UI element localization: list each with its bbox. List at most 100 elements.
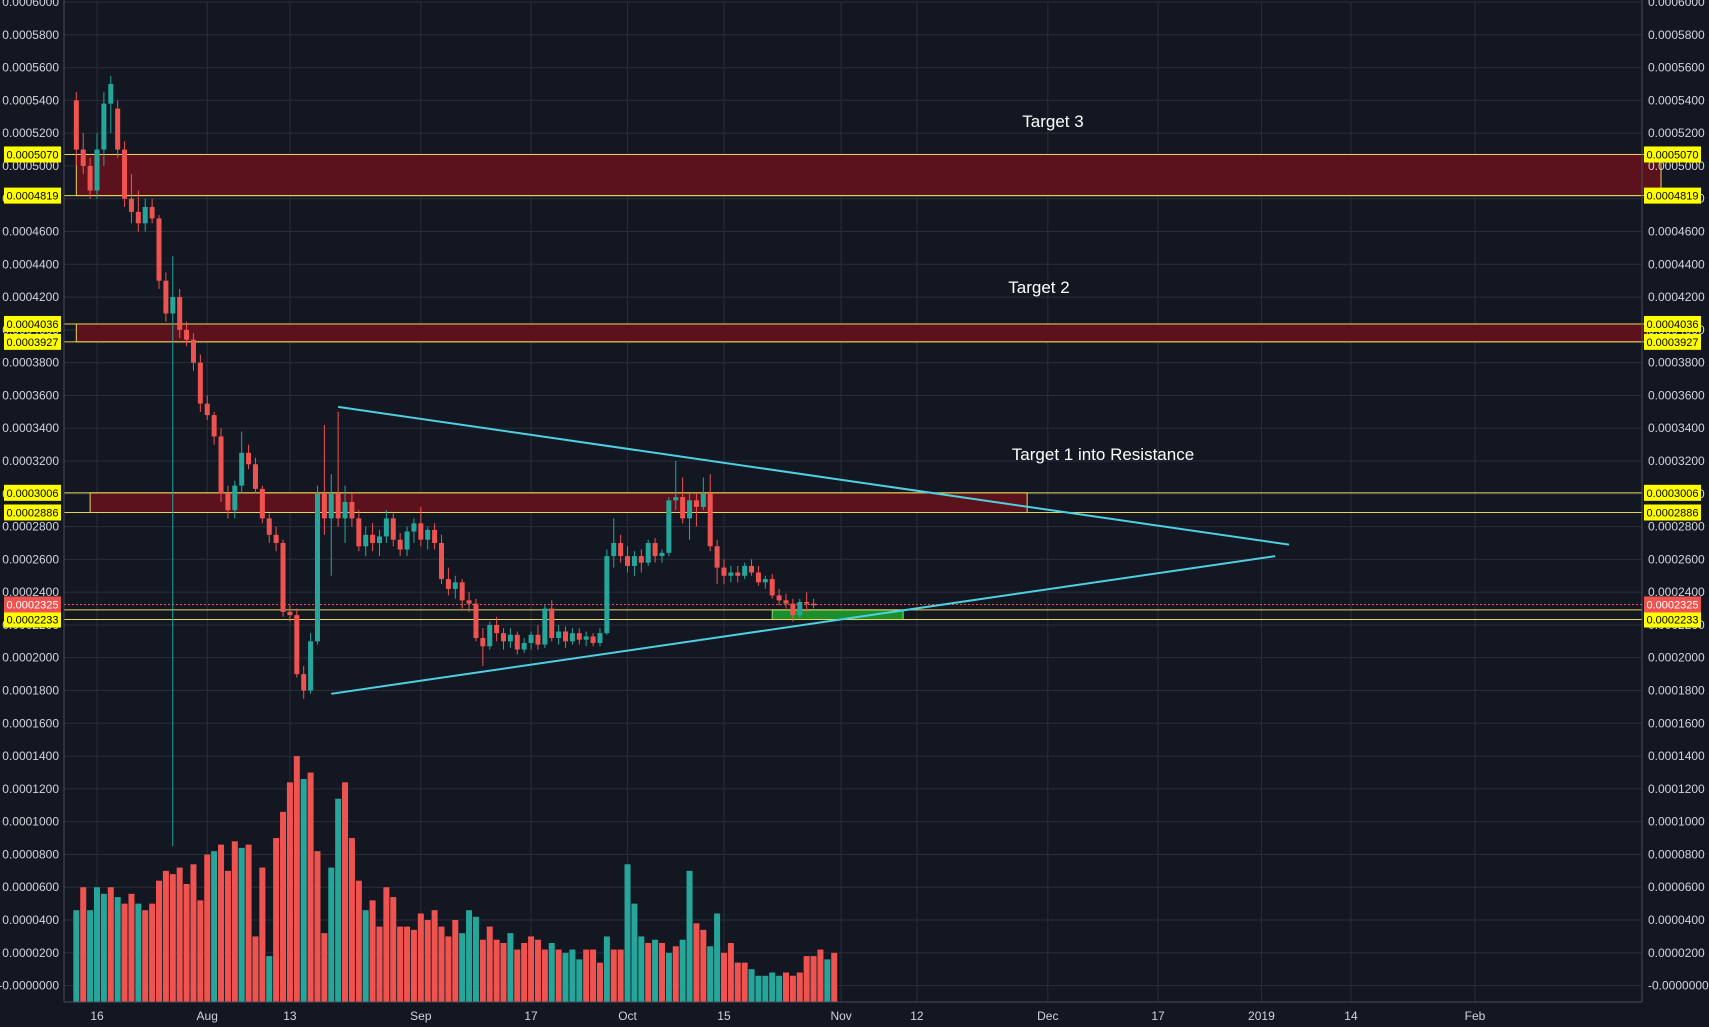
candle-body <box>73 100 79 150</box>
volume-bar <box>204 854 211 1002</box>
price-label-left: 0.0004036 <box>7 319 59 331</box>
y-tick-label-left: 0.0005200 <box>2 126 59 140</box>
volume-bar <box>266 956 273 1002</box>
candle-body <box>507 634 513 642</box>
candle-body <box>376 536 382 543</box>
volume-bar <box>617 949 624 1002</box>
volume-bar <box>507 933 514 1002</box>
candle-body <box>87 165 93 191</box>
y-tick-label-left: 0.0005800 <box>2 28 59 42</box>
y-tick-label-right: 0.0001400 <box>1648 749 1705 763</box>
price-label-left: 0.0004819 <box>7 191 59 203</box>
volume-bar <box>410 929 417 1002</box>
candle-body <box>204 403 210 416</box>
y-tick-label-right: 0.0003600 <box>1648 388 1705 402</box>
volume-bar <box>417 913 424 1002</box>
volume-bar <box>169 874 176 1002</box>
trendlines <box>331 405 1290 695</box>
candle-body <box>604 556 610 634</box>
volume-bar <box>121 903 128 1002</box>
volume-bar <box>128 893 135 1002</box>
candle-body <box>342 502 348 519</box>
volume-bar <box>541 949 548 1002</box>
volume-bar <box>362 910 369 1002</box>
price-label-right: 0.0003006 <box>1647 488 1699 500</box>
volume-bar <box>107 887 114 1002</box>
volume-bar <box>534 939 541 1002</box>
y-tick-label-right: 0.0001600 <box>1648 716 1705 730</box>
candle-body <box>266 518 272 535</box>
candle-body <box>742 565 748 576</box>
y-tick-label-right: 0.0003200 <box>1648 454 1705 468</box>
candle-body <box>535 634 541 645</box>
candle-body <box>397 539 403 550</box>
volume-bar <box>142 910 149 1002</box>
price-label-left-bg <box>4 333 61 350</box>
target-zone <box>75 153 1662 197</box>
y-tick-label-right: 0.0003400 <box>1648 421 1705 435</box>
y-tick-label-left: 0.0001400 <box>2 749 59 763</box>
y-tick-label-right: 0.0000200 <box>1648 946 1705 960</box>
candle-body <box>149 206 155 219</box>
target-zone <box>75 323 1648 343</box>
volume-bar <box>369 900 376 1002</box>
candle-body <box>211 415 217 437</box>
candle-body <box>252 464 258 489</box>
y-tick-label-right: 0.0003800 <box>1648 356 1705 370</box>
candle-body <box>576 633 582 640</box>
x-tick-label: 13 <box>283 1009 297 1023</box>
last-price-label-right-bg <box>1644 596 1701 613</box>
candle-body <box>280 542 286 612</box>
candle-body <box>390 518 396 540</box>
candle-body <box>301 674 307 691</box>
target-zone <box>89 492 1028 513</box>
candle-body <box>177 297 183 330</box>
candle-body <box>700 493 706 507</box>
y-tick-label-right: 0.0006000 <box>1648 0 1705 9</box>
price-label-right-bg <box>1644 611 1701 628</box>
volume-bar <box>273 838 280 1002</box>
y-tick-label-left: 0.0004200 <box>2 290 59 304</box>
last-price-label-left-bg <box>4 596 61 613</box>
volume-bar <box>211 851 218 1002</box>
y-tick-label-left: 0.0000200 <box>2 946 59 960</box>
volume-bar <box>707 946 714 1002</box>
volume-bar <box>548 942 555 1002</box>
y-tick-label-left: 0.0000800 <box>2 847 59 861</box>
price-label-left: 0.0003927 <box>7 337 59 349</box>
y-tick-label-left: 0.0003800 <box>2 356 59 370</box>
volume-bar <box>789 975 796 1002</box>
volume-bar <box>73 910 80 1002</box>
volume-bar <box>693 923 700 1002</box>
volume-bar <box>87 910 94 1002</box>
volume-bar <box>555 949 562 1002</box>
price-label-left-bg <box>4 187 61 204</box>
candle-body <box>728 572 734 576</box>
annotation-label: Target 1 into Resistance <box>1012 445 1194 464</box>
volume-bar <box>645 942 652 1002</box>
volume-bar <box>583 949 590 1002</box>
x-tick-label: Feb <box>1465 1009 1486 1023</box>
y-tick-label-left: 0.0003600 <box>2 388 59 402</box>
candle-body <box>762 579 768 583</box>
volume-bar <box>638 936 645 1002</box>
volume-bar <box>348 838 355 1002</box>
volume-bar <box>376 926 383 1002</box>
y-tick-label-right: 0.0005200 <box>1648 126 1705 140</box>
candle-body <box>487 624 493 647</box>
volume-bar <box>590 949 597 1002</box>
y-tick-label-left: 0.0004600 <box>2 225 59 239</box>
candle-body <box>528 634 534 643</box>
candle-body <box>749 565 755 573</box>
volume-bar <box>300 779 307 1002</box>
y-tick-label-left: 0.0006000 <box>2 0 59 9</box>
candle-body <box>94 149 100 191</box>
candle-body <box>783 600 789 604</box>
price-label-right-bg <box>1644 504 1701 521</box>
volume-bar <box>431 910 438 1002</box>
volume-bar <box>596 962 603 1002</box>
candle-body <box>314 493 320 642</box>
volume-bar <box>286 782 293 1002</box>
candle-body <box>190 339 196 363</box>
